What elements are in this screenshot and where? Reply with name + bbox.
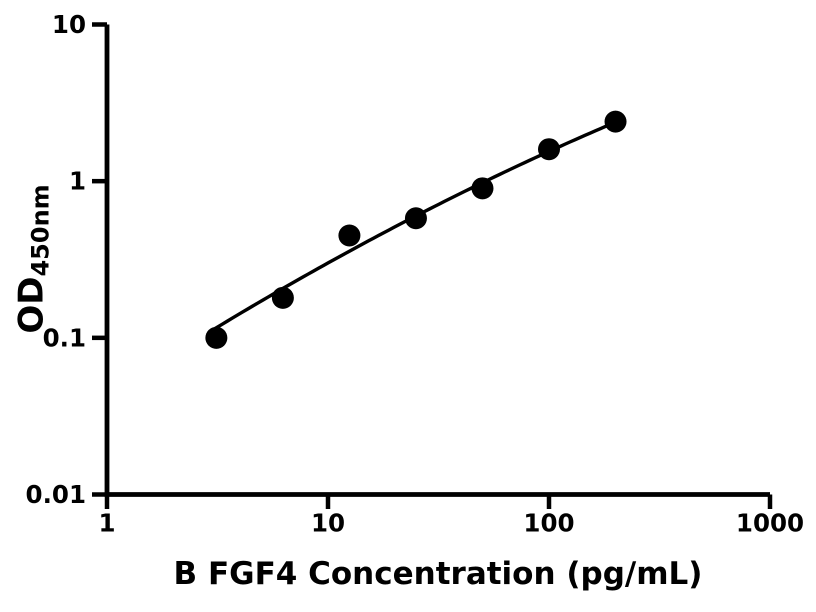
y-tick-label: 1	[69, 167, 86, 196]
x-tick-label: 100	[523, 509, 574, 538]
axis-spines	[104, 24, 770, 497]
y-tick-label: 0.01	[26, 480, 86, 509]
data-point	[404, 207, 427, 230]
x-tick-label: 10	[311, 509, 345, 538]
data-point	[205, 326, 228, 349]
data-point	[471, 177, 494, 200]
x-tick-label: 1	[98, 509, 115, 538]
x-tick-label: 1000	[736, 509, 804, 538]
data-point	[338, 224, 361, 247]
data-point	[271, 286, 294, 309]
x-axis-title: B FGF4 Concentration (pg/mL)	[173, 556, 703, 592]
data-point	[538, 138, 560, 161]
data-point	[604, 110, 627, 133]
y-tick-label: 10	[52, 10, 86, 39]
y-axis-title-main: OD	[11, 276, 52, 334]
y-tick-label: 0.1	[43, 323, 86, 352]
y-axis-title: OD450nm	[12, 184, 55, 333]
y-axis-title-subscript: 450nm	[26, 184, 55, 277]
